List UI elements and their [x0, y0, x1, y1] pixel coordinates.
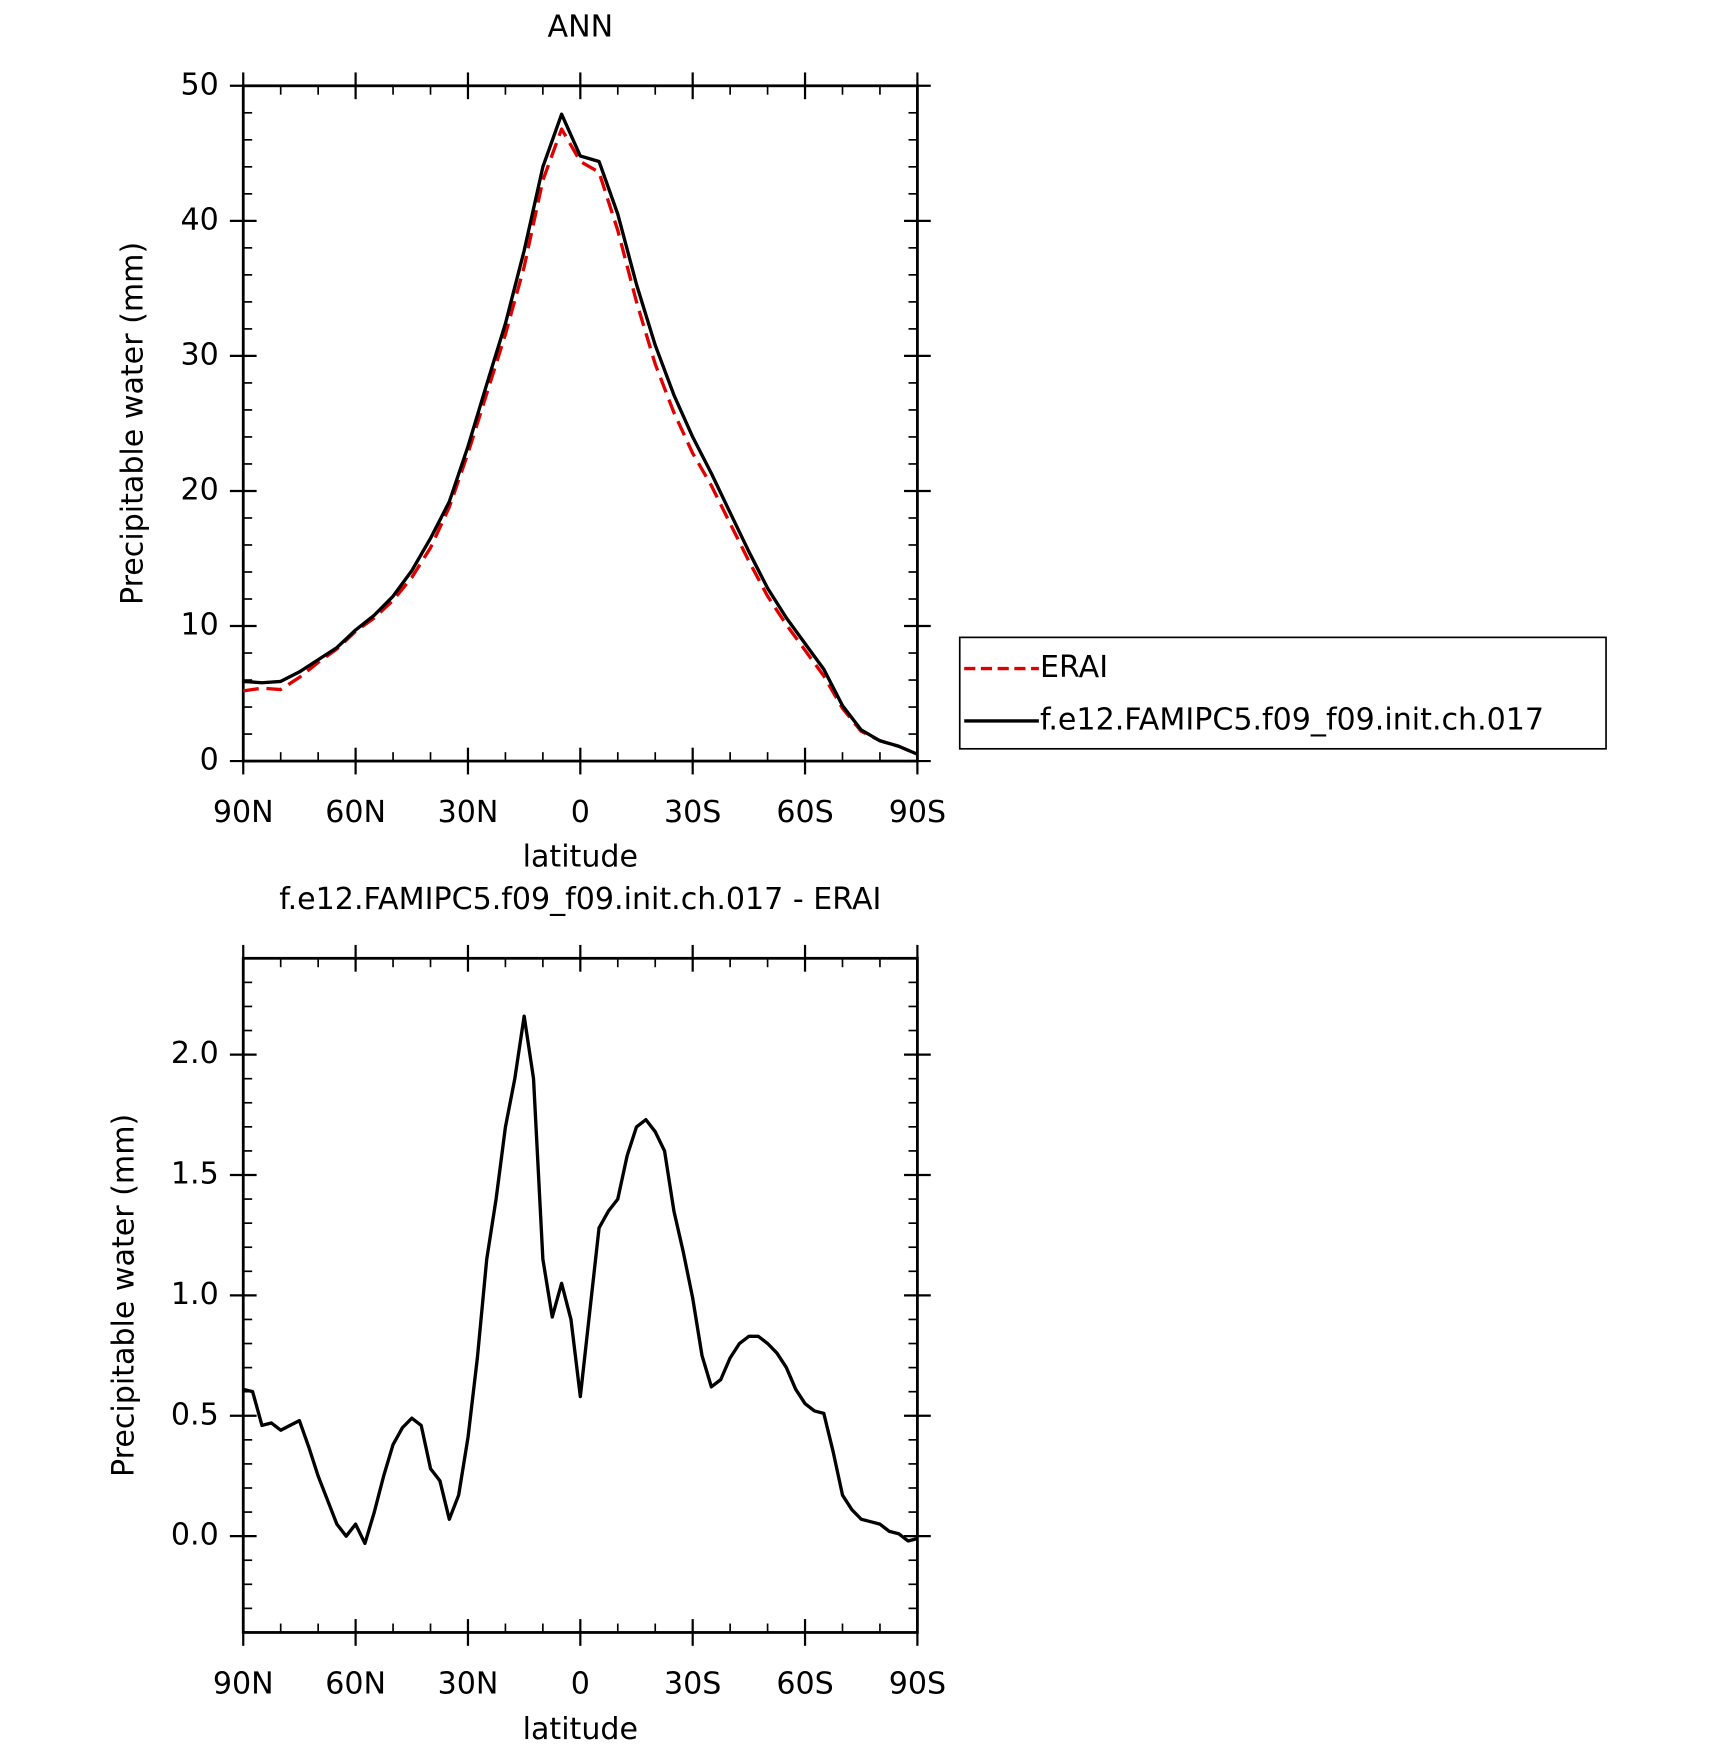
x-tick-label: 90N [213, 1666, 274, 1701]
y-tick-label: 0.0 [171, 1518, 219, 1553]
x-tick-label: 60N [325, 795, 386, 830]
y-tick-label: 10 [180, 608, 218, 643]
x-tick-label: 0 [571, 795, 590, 830]
x-tick-label: 0 [571, 1666, 590, 1701]
x-tick-label: 90S [889, 795, 946, 830]
y-tick-label: 20 [180, 472, 218, 507]
x-tick-label: 90N [213, 795, 274, 830]
x-tick-label: 30N [438, 1666, 499, 1701]
y-axis-label: Precipitable water (mm) [116, 242, 151, 605]
y-tick-label: 0 [200, 743, 219, 778]
y-tick-label: 40 [180, 202, 218, 237]
x-tick-label: 60S [776, 1666, 833, 1701]
y-axis-label: Precipitable water (mm) [107, 1114, 142, 1477]
legend-box [958, 636, 1607, 750]
legend-label: f.e12.FAMIPC5.f09_f09.init.ch.017 [1040, 702, 1544, 737]
y-tick-label: 2.0 [171, 1036, 219, 1071]
data-line [242, 1014, 918, 1546]
x-tick-label: 30S [664, 1666, 721, 1701]
legend-label: ERAI [1040, 650, 1108, 685]
x-tick-label: 90S [889, 1666, 946, 1701]
y-tick-label: 1.5 [171, 1156, 219, 1191]
chart-title: f.e12.FAMIPC5.f09_f09.init.ch.017 - ERAI [279, 882, 881, 917]
data-line [243, 112, 919, 756]
data-line [243, 127, 919, 756]
x-axis-label: latitude [523, 840, 638, 875]
x-tick-label: 30S [664, 795, 721, 830]
y-tick-label: 1.0 [171, 1277, 219, 1312]
y-tick-label: 0.5 [171, 1397, 219, 1432]
x-axis-label: latitude [523, 1712, 638, 1745]
y-tick-label: 50 [180, 67, 218, 102]
y-tick-label: 30 [180, 337, 218, 372]
chart-title: ANN [548, 9, 614, 44]
x-tick-label: 30N [438, 795, 499, 830]
x-tick-label: 60S [776, 795, 833, 830]
x-tick-label: 60N [325, 1666, 386, 1701]
